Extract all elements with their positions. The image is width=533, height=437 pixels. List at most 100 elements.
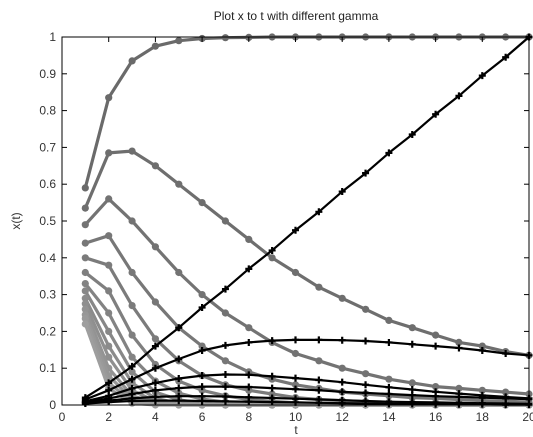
- data-point: [151, 162, 159, 170]
- data-point: [151, 386, 159, 394]
- data-point: [221, 217, 229, 225]
- data-point: [128, 57, 136, 65]
- y-tick-label: 0.1: [39, 361, 56, 375]
- data-point: [198, 291, 206, 299]
- data-point: [292, 385, 299, 393]
- data-point: [175, 268, 183, 277]
- data-point: [128, 368, 136, 376]
- data-point: [105, 232, 113, 240]
- data-point: [455, 393, 463, 401]
- data-point: [315, 283, 323, 291]
- x-tick-label: 10: [289, 410, 303, 424]
- data-point: [151, 42, 159, 50]
- data-point: [81, 221, 89, 229]
- data-point: [455, 92, 463, 100]
- data-point: [128, 147, 136, 155]
- series-line: [84, 197, 530, 396]
- x-tick-label: 14: [382, 410, 396, 424]
- data-point: [385, 316, 393, 324]
- data-point: [175, 37, 183, 45]
- data-point: [81, 254, 89, 262]
- data-point: [362, 169, 370, 177]
- y-tick-label: 0.8: [39, 104, 56, 118]
- data-point: [105, 94, 113, 102]
- data-point: [338, 378, 346, 386]
- data-point: [362, 400, 370, 408]
- data-point: [151, 342, 159, 350]
- data-point: [291, 268, 300, 277]
- data-point: [151, 364, 159, 372]
- data-point: [478, 386, 486, 394]
- y-tick-label: 1: [49, 30, 56, 44]
- data-point: [81, 320, 89, 328]
- y-tick-label: 0: [49, 398, 56, 412]
- data-point: [478, 347, 486, 355]
- data-point: [385, 375, 393, 383]
- data-point: [362, 337, 370, 345]
- data-point: [478, 342, 486, 350]
- data-point: [315, 376, 323, 384]
- data-point: [385, 149, 393, 157]
- data-point: [315, 386, 323, 394]
- data-point: [151, 243, 159, 251]
- data-point: [455, 384, 463, 392]
- y-tick-label: 0.4: [39, 251, 56, 265]
- chart-title: Plot x to t with different gamma: [214, 9, 379, 23]
- data-point: [268, 384, 276, 392]
- data-point: [128, 397, 136, 405]
- data-point: [81, 300, 89, 308]
- data-point: [408, 324, 416, 332]
- data-point: [245, 235, 253, 243]
- series-line: [85, 385, 530, 404]
- data-point: [105, 309, 113, 317]
- data-point: [128, 362, 136, 370]
- data-point: [432, 383, 440, 391]
- x-tick-label: 6: [199, 410, 206, 424]
- data-point: [198, 383, 206, 391]
- y-axis-ticks: 0 0.1 0.2 0.3 0.4 0.5 0.6 0.7 0.8 0.9 1: [39, 30, 529, 412]
- data-point: [105, 149, 113, 157]
- data-point: [105, 287, 113, 295]
- data-point: [198, 303, 206, 311]
- data-point: [315, 357, 323, 365]
- series-line: [85, 373, 530, 403]
- data-point: [362, 370, 370, 378]
- data-point: [268, 337, 276, 345]
- data-point: [175, 397, 183, 405]
- data-point: [151, 298, 159, 306]
- y-tick-label: 0.2: [39, 324, 56, 338]
- data-point: [81, 400, 89, 408]
- data-point: [245, 338, 253, 346]
- data-point: [292, 374, 299, 382]
- data-point: [198, 199, 206, 207]
- data-point: [455, 344, 463, 352]
- series-line: [85, 399, 529, 406]
- data-point: [81, 268, 89, 277]
- data-point: [408, 131, 416, 139]
- y-tick-label: 0.6: [39, 177, 56, 191]
- data-point: [408, 379, 416, 387]
- data-point: [432, 110, 440, 118]
- x-tick-label: 20: [522, 410, 533, 424]
- data-point: [128, 217, 136, 225]
- series-line: [84, 338, 530, 401]
- data-point: [128, 268, 136, 277]
- data-point: [268, 254, 276, 262]
- data-point: [408, 340, 416, 348]
- data-point: [105, 379, 113, 387]
- data-point: [385, 383, 393, 391]
- data-point: [81, 280, 89, 288]
- series-line: [84, 36, 530, 399]
- data-point: [268, 398, 276, 406]
- data-point: [198, 342, 206, 350]
- data-point: [338, 388, 346, 396]
- data-point: [128, 331, 136, 339]
- data-point: [175, 375, 183, 383]
- data-point: [81, 184, 89, 192]
- data-point: [105, 327, 113, 335]
- data-point: [128, 375, 136, 383]
- data-point: [432, 342, 440, 350]
- data-point: [385, 338, 393, 346]
